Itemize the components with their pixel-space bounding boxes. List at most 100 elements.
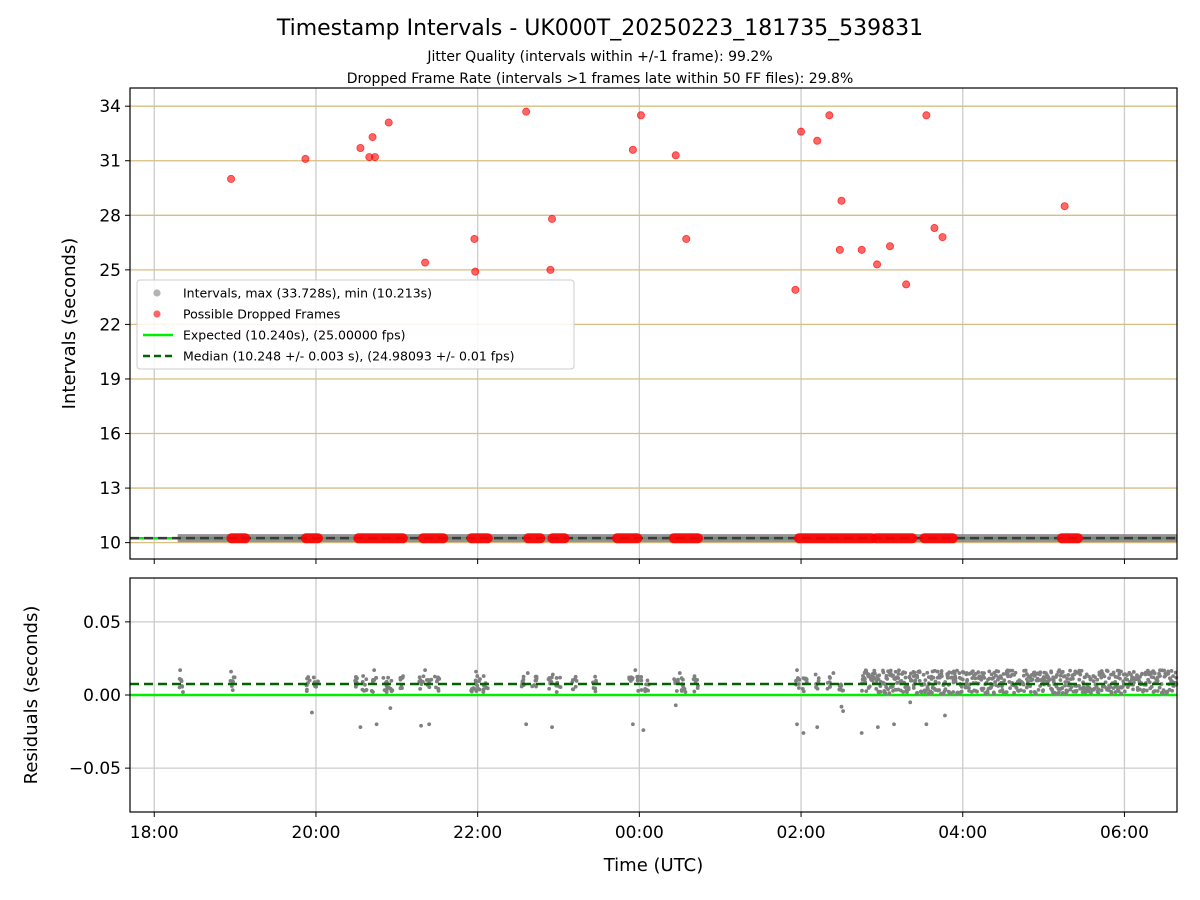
residual-point	[975, 689, 979, 694]
residual-point	[481, 690, 486, 694]
residual-point	[476, 686, 481, 691]
residual-point	[876, 677, 881, 682]
residual-point	[1139, 672, 1144, 677]
residual-point	[881, 668, 885, 673]
residual-point	[1008, 686, 1012, 691]
residual-point	[636, 674, 641, 679]
residual-point	[231, 679, 235, 684]
residual-point	[570, 687, 575, 692]
residual-point	[897, 668, 901, 673]
residual-point	[306, 675, 311, 679]
residual-point	[1119, 669, 1123, 674]
residual-point	[178, 668, 183, 673]
residual-point	[825, 680, 830, 685]
residual-point	[973, 676, 978, 681]
residual-point	[436, 688, 441, 693]
residual-point	[911, 686, 916, 690]
residual-point	[692, 674, 697, 678]
residual-point	[1157, 685, 1162, 690]
residual-point	[943, 713, 947, 718]
dropped-frame-cluster	[794, 533, 877, 544]
residual-point	[399, 675, 404, 680]
dropped-frame-point	[227, 174, 236, 183]
residual-point	[1068, 668, 1072, 673]
residual-point	[960, 677, 965, 682]
dropped-frame-point	[922, 111, 931, 120]
residual-point	[1018, 688, 1023, 693]
residual-point	[374, 722, 379, 727]
residual-point	[311, 675, 316, 680]
residual-point	[550, 725, 554, 730]
top-ytick-label: 10	[99, 534, 121, 554]
residual-point	[692, 689, 697, 694]
residual-point	[924, 722, 929, 727]
legend-entry-label: Possible Dropped Frames	[183, 307, 340, 322]
residual-point	[839, 704, 844, 709]
bottom-xlabel: Time (UTC)	[603, 855, 704, 876]
residual-point	[1114, 684, 1119, 689]
residual-point	[1152, 689, 1157, 693]
residual-point	[475, 674, 480, 678]
residual-point	[1061, 674, 1066, 679]
residual-point	[859, 731, 864, 735]
residual-point	[533, 674, 538, 679]
residual-point	[1122, 689, 1127, 694]
residual-point	[955, 668, 959, 673]
dropped-frame-cluster	[1056, 533, 1083, 544]
residual-point	[530, 684, 535, 689]
residual-point	[593, 689, 598, 694]
residual-point	[693, 677, 697, 681]
residual-point	[909, 678, 914, 683]
dropped-frame-point	[930, 224, 939, 233]
residual-point	[1099, 688, 1104, 693]
residual-point	[1057, 690, 1061, 695]
residual-point	[906, 687, 911, 692]
dropped-frame-cluster	[523, 533, 546, 544]
residual-point	[987, 669, 992, 674]
residual-point	[1058, 673, 1063, 678]
residual-point	[957, 671, 962, 676]
legend: Intervals, max (33.728s), min (10.213s) P…	[136, 279, 575, 370]
residual-point	[363, 682, 367, 687]
top-marks	[130, 107, 1177, 544]
residual-point	[418, 686, 423, 691]
residual-point	[1113, 690, 1118, 694]
residual-point	[643, 689, 648, 694]
residual-point	[181, 690, 185, 694]
top-ytick-label: 13	[99, 479, 121, 499]
residual-point	[1036, 687, 1041, 692]
residual-point	[593, 674, 598, 679]
residual-point	[951, 690, 956, 694]
residual-point	[521, 674, 526, 679]
residual-point	[1013, 670, 1018, 675]
dropped-frame-point	[548, 214, 557, 223]
residual-point	[991, 675, 996, 680]
residual-point	[533, 678, 538, 683]
dropped-frame-point	[628, 145, 637, 154]
residual-point	[841, 688, 846, 693]
residual-point	[646, 688, 650, 693]
residual-point	[1043, 671, 1048, 675]
dropped-frame-point	[902, 280, 911, 289]
residual-point	[918, 689, 923, 694]
dropped-frame-cluster	[353, 533, 408, 544]
residual-point	[965, 677, 970, 682]
residual-point	[863, 668, 868, 673]
chart-subtitle-dropped: Dropped Frame Rate (intervals >1 frames …	[346, 71, 854, 87]
residual-point	[935, 669, 940, 674]
residual-point	[1065, 689, 1070, 694]
residual-point	[1158, 674, 1162, 678]
residual-point	[679, 688, 684, 692]
residual-point	[945, 675, 950, 680]
residual-point	[1072, 672, 1077, 677]
dropped-frame-point	[421, 258, 430, 267]
residual-point	[1125, 673, 1129, 678]
residual-point	[1048, 677, 1053, 682]
residual-point	[831, 671, 836, 675]
residual-point	[885, 677, 890, 681]
residual-point	[1024, 685, 1029, 690]
residual-point	[901, 690, 906, 694]
residual-point	[417, 675, 422, 680]
residual-point	[915, 673, 920, 678]
residual-point	[389, 678, 394, 683]
